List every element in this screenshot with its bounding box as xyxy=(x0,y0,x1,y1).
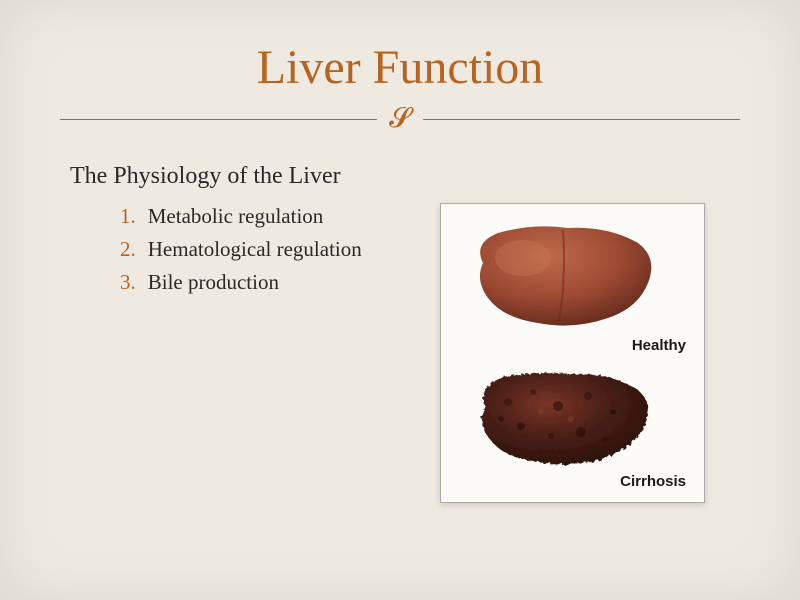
liver-comparison-image: Healthy Cirrhosis xyxy=(440,203,705,503)
list-item: 3. Bile production xyxy=(120,270,440,295)
list-text: Metabolic regulation xyxy=(148,204,324,228)
flourish-icon: 𝓢 xyxy=(377,103,423,135)
list-number: 3. xyxy=(120,270,136,294)
numbered-list: 1. Metabolic regulation 2. Hematological r… xyxy=(70,204,440,295)
healthy-liver-icon xyxy=(463,218,663,338)
divider-line-left xyxy=(60,119,377,120)
cirrhosis-label: Cirrhosis xyxy=(620,473,686,490)
subtitle: The Physiology of the Liver xyxy=(70,163,440,190)
list-number: 2. xyxy=(120,237,136,261)
slide-title: Liver Function xyxy=(60,40,740,95)
image-column: Healthy Cirrhosis xyxy=(440,203,720,503)
list-item: 2. Hematological regulation xyxy=(120,237,440,262)
divider-line-right xyxy=(423,119,740,120)
slide: Liver Function 𝓢 The Physiology of the L… xyxy=(0,0,800,600)
cirrhosis-liver-icon xyxy=(463,364,663,472)
text-column: The Physiology of the Liver 1. Metabolic … xyxy=(60,163,440,303)
title-divider: 𝓢 xyxy=(60,103,740,135)
healthy-label: Healthy xyxy=(632,337,686,354)
list-text: Bile production xyxy=(148,270,279,294)
content-area: The Physiology of the Liver 1. Metabolic … xyxy=(60,163,740,503)
list-text: Hematological regulation xyxy=(148,237,362,261)
list-number: 1. xyxy=(120,204,136,228)
list-item: 1. Metabolic regulation xyxy=(120,204,440,229)
